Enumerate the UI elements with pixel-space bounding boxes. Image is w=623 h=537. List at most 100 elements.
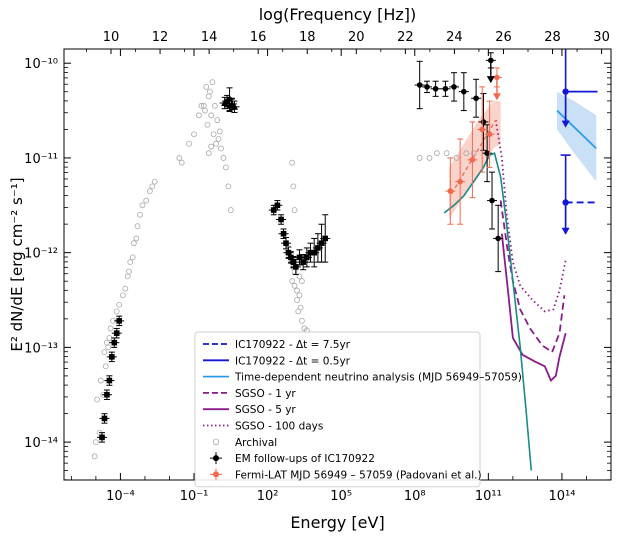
archival-point <box>202 107 208 114</box>
archival-point <box>225 183 232 190</box>
fermi-point <box>457 178 463 185</box>
archival-point <box>291 268 298 275</box>
archival-point <box>106 335 113 341</box>
em-square-point <box>113 330 120 336</box>
archival-point <box>227 207 234 213</box>
archival-point <box>220 155 227 161</box>
archival-point <box>124 273 131 280</box>
archival-point <box>119 292 126 299</box>
em-square-point <box>99 434 105 441</box>
x-tick-label: 10² <box>257 489 279 504</box>
archival-point <box>176 155 183 161</box>
archival-point <box>139 202 146 209</box>
archival-point <box>433 150 440 157</box>
archival-point <box>203 83 210 90</box>
legend-label: SGSO - 100 days <box>235 421 323 433</box>
em-square-point <box>116 318 122 324</box>
archival-point <box>216 128 223 135</box>
em-square-point <box>283 240 289 246</box>
fermi-point <box>494 74 500 81</box>
archival-point <box>296 292 303 299</box>
bands-layer <box>449 91 597 220</box>
archival-point <box>131 240 137 247</box>
axes-layer: 10⁻⁴ 10⁻¹ 10² 10⁵ 10⁸ 10¹¹ 10¹⁴ 10 12 14 16 18 20 22 2… <box>24 30 612 504</box>
em-square-point <box>106 377 113 384</box>
top-tick-label: 14 <box>201 30 218 45</box>
top-tick-label: 16 <box>250 30 267 45</box>
em-square-point <box>285 249 292 256</box>
archival-point <box>105 344 112 351</box>
x-tick-label: 10¹⁴ <box>548 489 575 504</box>
em-circle-point <box>424 84 430 90</box>
em-square-point <box>304 254 310 261</box>
upper-limit-arrowhead <box>486 76 495 84</box>
legend-label: SGSO - 5 yr <box>235 404 296 416</box>
legend-label: EM follow-ups of IC170922 <box>235 453 375 465</box>
archival-point <box>294 297 300 303</box>
em-square-point <box>278 216 284 223</box>
archival-point <box>92 439 99 446</box>
em-square-point <box>296 254 303 261</box>
archival-point <box>127 259 134 266</box>
archival-point <box>416 155 423 161</box>
y-tick-label: 10⁻¹² <box>24 247 58 262</box>
legend: IC170922 - Δt = 7.5yr IC170922 - Δt = 0.5… <box>194 331 522 488</box>
em-circle-point <box>495 235 501 242</box>
top-tick-label: 22 <box>397 30 414 45</box>
y-tick-label: 10⁻¹⁴ <box>24 436 58 451</box>
archival-point <box>299 278 305 284</box>
archival-point <box>291 207 298 213</box>
archival-point <box>149 183 156 190</box>
archival-point <box>178 159 185 166</box>
archival-point <box>146 188 153 194</box>
em-square-point <box>293 264 299 270</box>
legend-marker-swatch <box>213 471 219 478</box>
upper-limit-arrowhead <box>492 93 501 101</box>
archival-point <box>113 308 120 315</box>
legend-label: Time-dependent neutrino analysis (MJD 56… <box>234 372 522 384</box>
archival-point <box>289 278 296 284</box>
archival-point <box>289 159 296 166</box>
archival-point <box>102 363 109 370</box>
archival-point <box>104 339 110 346</box>
archival-point <box>214 117 221 123</box>
em-circle-point <box>226 96 233 103</box>
em-square-point <box>270 207 277 213</box>
upper-limit-arrowhead <box>561 227 570 235</box>
archival-point <box>209 79 216 86</box>
archival-point <box>198 102 205 109</box>
x-tick-label: 10⁻¹ <box>180 489 209 504</box>
series-line-7 <box>556 109 597 150</box>
x-tick-label: 10⁻⁴ <box>106 489 135 504</box>
fermi-point <box>447 188 454 194</box>
em-square-point <box>104 391 110 398</box>
em-square-point <box>274 202 281 209</box>
archival-point <box>211 102 218 109</box>
x-axis-label: Energy [eV] <box>290 513 384 532</box>
top-tick-label: 18 <box>299 30 316 45</box>
archival-point <box>196 112 202 119</box>
legend-marker-swatch <box>213 455 219 462</box>
neutrino-band <box>557 91 597 182</box>
archival-point <box>205 150 212 157</box>
em-square-point <box>318 240 325 246</box>
archival-point <box>426 155 433 161</box>
x-tick-label: 10⁸ <box>404 489 426 504</box>
legend-label: Archival <box>235 437 277 449</box>
archival-point <box>107 325 114 332</box>
series-line-9 <box>500 233 567 383</box>
archival-point <box>186 140 192 147</box>
fermi-point <box>479 126 486 133</box>
legend-circle-swatch <box>212 438 220 445</box>
em-circle-point <box>480 119 487 125</box>
x-tick-label: 10¹¹ <box>475 489 502 504</box>
em-square-point <box>111 339 118 346</box>
em-square-point <box>300 259 306 265</box>
archival-point <box>294 287 300 294</box>
archival-point <box>101 349 108 356</box>
em-square-point <box>290 259 297 265</box>
y-axis-label: E² dN/dE [erg cm⁻² s⁻¹] <box>8 177 26 351</box>
archival-point <box>443 150 450 157</box>
series-line-11 <box>443 152 533 471</box>
legend-label: IC170922 - Δt = 0.5yr <box>235 355 351 367</box>
